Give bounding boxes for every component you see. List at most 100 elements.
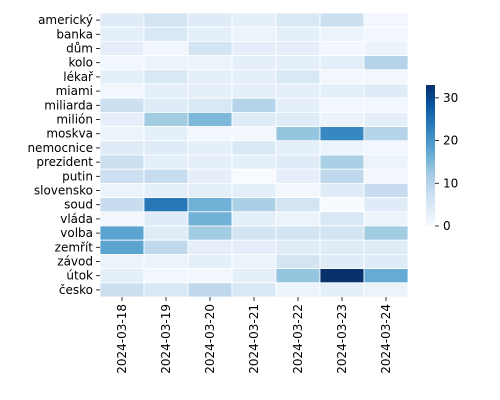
heatmap-cell <box>231 182 277 198</box>
heatmap-cell <box>99 282 145 298</box>
heatmap-cell <box>363 126 409 142</box>
heatmap-cell <box>319 140 365 156</box>
heatmap-cell <box>363 97 409 113</box>
heatmap-cell <box>99 211 145 227</box>
heatmap-cell <box>187 126 233 142</box>
heatmap-cell <box>231 154 277 170</box>
row-label: zemřít <box>55 240 94 254</box>
heatmap-cell <box>363 26 409 42</box>
heatmap-cell <box>99 168 145 184</box>
heatmap-cell <box>187 253 233 269</box>
heatmap-cell <box>143 26 189 42</box>
heatmap-cell <box>143 140 189 156</box>
heatmap-cell <box>143 12 189 28</box>
heatmap-cell <box>275 83 321 99</box>
heatmap-cell <box>363 112 409 128</box>
heatmap-cell <box>319 126 365 142</box>
column-label: 2024-03-24 <box>379 304 393 374</box>
heatmap-cell <box>143 41 189 57</box>
colorbar-gradient <box>426 85 435 226</box>
column-label: 2024-03-19 <box>159 304 173 374</box>
row-label: miliarda <box>44 98 93 112</box>
heatmap-cell <box>99 268 145 284</box>
heatmap-cell <box>143 154 189 170</box>
heatmap-cell <box>231 239 277 255</box>
heatmap-cell <box>143 211 189 227</box>
heatmap-cell <box>363 197 409 213</box>
row-label: banka <box>56 27 93 41</box>
heatmap-cell <box>363 55 409 71</box>
heatmap-cell <box>143 83 189 99</box>
heatmap-cell <box>143 168 189 184</box>
heatmap-cell <box>187 26 233 42</box>
heatmap-cell <box>319 69 365 85</box>
heatmap-cell <box>275 12 321 28</box>
row-label: vláda <box>60 212 93 226</box>
heatmap-cell <box>319 182 365 198</box>
heatmap-cell <box>363 12 409 28</box>
heatmap-cell <box>275 182 321 198</box>
heatmap-cell <box>319 282 365 298</box>
heatmap-cell <box>231 168 277 184</box>
heatmap-cell <box>231 126 277 142</box>
heatmap-cell <box>187 268 233 284</box>
heatmap-cell <box>99 83 145 99</box>
heatmap-cell <box>275 197 321 213</box>
row-label: volba <box>60 226 93 240</box>
heatmap-cell <box>143 268 189 284</box>
column-labels: 2024-03-18 2024-03-19 2024-03-20 2024-03-21… <box>115 297 393 374</box>
heatmap-cell <box>319 97 365 113</box>
heatmap-cell <box>187 182 233 198</box>
heatmap-cell <box>363 282 409 298</box>
row-label: miami <box>56 84 93 98</box>
heatmap-cell <box>143 69 189 85</box>
heatmap-cell <box>187 140 233 156</box>
heatmap-cell <box>143 282 189 298</box>
heatmap-cell <box>319 154 365 170</box>
row-label: americký <box>38 13 93 27</box>
heatmap-cell <box>319 268 365 284</box>
heatmap-cells <box>99 12 409 298</box>
heatmap-cell <box>187 55 233 71</box>
heatmap-cell <box>99 197 145 213</box>
heatmap-cell <box>275 282 321 298</box>
heatmap-cell <box>99 26 145 42</box>
row-labels: americkýbankadůmkololékařmiamimiliardami… <box>27 13 100 297</box>
heatmap-cell <box>275 239 321 255</box>
heatmap-cell <box>143 126 189 142</box>
column-label: 2024-03-22 <box>291 304 305 374</box>
row-label: závod <box>57 255 93 269</box>
heatmap-cell <box>275 112 321 128</box>
colorbar-tick-label: 20 <box>443 134 458 148</box>
heatmap-cell <box>143 182 189 198</box>
heatmap-cell <box>319 55 365 71</box>
heatmap-cell <box>275 26 321 42</box>
heatmap-cell <box>275 55 321 71</box>
heatmap-cell <box>231 97 277 113</box>
heatmap-cell <box>363 41 409 57</box>
heatmap-cell <box>275 253 321 269</box>
row-label: soud <box>64 198 93 212</box>
heatmap-cell <box>143 239 189 255</box>
heatmap-cell <box>99 154 145 170</box>
heatmap-cell <box>363 168 409 184</box>
heatmap-cell <box>363 253 409 269</box>
heatmap-cell <box>319 253 365 269</box>
heatmap-cell <box>231 268 277 284</box>
heatmap-cell <box>319 211 365 227</box>
heatmap-cell <box>275 97 321 113</box>
row-label: kolo <box>68 56 93 70</box>
heatmap-cell <box>99 41 145 57</box>
row-label: prezident <box>36 155 93 169</box>
heatmap-cell <box>99 182 145 198</box>
colorbar-tick-label: 30 <box>443 91 458 105</box>
row-label: moskva <box>46 127 93 141</box>
heatmap-cell <box>319 197 365 213</box>
heatmap-cell <box>187 154 233 170</box>
heatmap-cell <box>275 140 321 156</box>
row-label: slovensko <box>34 184 93 198</box>
heatmap-cell <box>231 197 277 213</box>
heatmap-cell <box>231 253 277 269</box>
heatmap-cell <box>99 126 145 142</box>
row-label: milión <box>56 113 93 127</box>
